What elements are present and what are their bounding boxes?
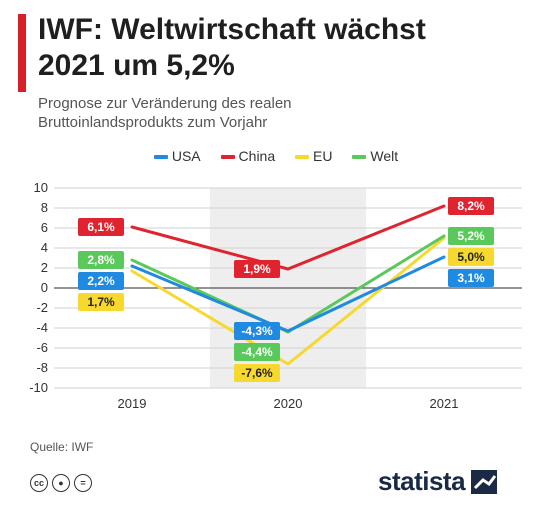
data-label-box-eu-2019 [78, 293, 124, 311]
data-label-china-2019: 6,1% [87, 220, 115, 234]
title-accent-bar [18, 14, 26, 92]
data-label-welt-2019: 2,8% [87, 253, 115, 267]
y-tick-label: 8 [41, 200, 48, 215]
x-tick-label-2021: 2021 [430, 396, 459, 411]
data-label-china-2021: 8,2% [457, 199, 485, 213]
data-label-welt-2020: -4,4% [241, 345, 273, 359]
series-line-eu [130, 236, 446, 366]
y-tick-label: 2 [41, 260, 48, 275]
legend-item-usa: USA [153, 148, 201, 164]
chart-title: IWF: Weltwirtschaft wächst 2021 um 5,2% [38, 12, 518, 84]
y-tick-label: 6 [41, 220, 48, 235]
data-label-box-welt-2020 [234, 343, 280, 361]
legend-item-eu: EU [295, 148, 332, 164]
chart-subtitle-line1: Prognose zur Veränderung des realen [38, 95, 292, 112]
by-person-icon: ● [52, 474, 70, 492]
y-tick-label: 10 [34, 180, 48, 195]
legend-label-welt: Welt [370, 148, 399, 164]
legend-item-china: China [220, 148, 276, 164]
y-tick-label: 0 [41, 280, 48, 295]
data-label-box-eu-2020 [234, 364, 280, 382]
y-tick-label: -8 [36, 360, 48, 375]
data-label-eu-2019: 1,7% [87, 295, 115, 309]
data-label-china-2020: 1,9% [243, 262, 271, 276]
series-line-china [130, 204, 446, 271]
statista-logo-icon [471, 469, 498, 494]
cc-icon: cc [30, 474, 48, 492]
data-label-box-usa-2020 [234, 322, 280, 340]
y-tick-label: -10 [29, 380, 48, 395]
y-tick-label: 4 [41, 240, 48, 255]
brand-name: statista [378, 466, 466, 496]
legend-swatch-welt [352, 155, 367, 160]
chart-title-line1: IWF: Weltwirtschaft wächst [38, 13, 426, 46]
y-tick-label: -6 [36, 340, 48, 355]
data-label-usa-2021: 3,1% [457, 271, 485, 285]
data-label-usa-2019: 2,2% [87, 274, 115, 288]
legend-swatch-usa [153, 155, 168, 160]
nd-equals-icon: = [74, 474, 92, 492]
legend-swatch-china [220, 155, 235, 160]
legend-item-welt: Welt [352, 148, 398, 164]
line-chart: 10 8 6 4 2 0 -2 -4 -6 -8 -10 2019 2020 2021 6,1% 2,8% 2,… [29, 180, 522, 411]
x-tick-label-2019: 2019 [118, 396, 147, 411]
data-label-welt-2021: 5,2% [457, 229, 485, 243]
chart-title-line2: 2021 um 5,2% [38, 49, 235, 82]
data-label-eu-2020: -7,6% [241, 366, 273, 380]
legend-label-china: China [238, 148, 276, 164]
data-label-box-china-2020 [234, 260, 280, 278]
data-label-eu-2021: 5,0% [457, 250, 485, 264]
data-label-box-usa-2021 [448, 269, 494, 287]
chart-legend: USA China EU Welt [0, 148, 552, 164]
y-tick-label: -2 [36, 300, 48, 315]
y-tick-label: -4 [36, 320, 48, 335]
statista-brand: statista [378, 466, 498, 497]
data-label-box-china-2021 [448, 197, 494, 215]
series-line-usa [130, 255, 446, 333]
source-note: Quelle: IWF [30, 440, 94, 454]
license-icons: cc ● = [30, 474, 92, 492]
data-label-usa-2020: -4,3% [241, 324, 273, 338]
data-label-box-usa-2019 [78, 272, 124, 290]
chart-subtitle-line2: Bruttoinlandsprodukts zum Vorjahr [38, 114, 268, 131]
data-label-box-china-2019 [78, 218, 124, 236]
chart-subtitle: Prognose zur Veränderung des realen Brut… [38, 94, 478, 132]
x-tick-label-2020: 2020 [274, 396, 303, 411]
legend-label-usa: USA [171, 148, 201, 164]
legend-swatch-eu [295, 155, 310, 160]
legend-label-eu: EU [313, 148, 333, 164]
data-label-box-welt-2019 [78, 251, 124, 269]
data-label-box-eu-2021 [448, 248, 494, 266]
data-label-box-welt-2021 [448, 227, 494, 245]
statista-logo-mark [473, 474, 497, 489]
